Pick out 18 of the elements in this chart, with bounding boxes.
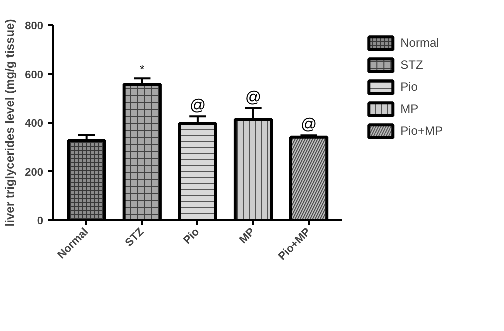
y-tick-label: 600 [25,69,44,82]
y-axis-title: liver triglycerides level (mg/g tissue) [3,19,18,227]
legend-label: Pio [400,80,419,94]
y-tick-label: 200 [25,166,44,179]
legend-label: STZ [400,58,424,72]
annotation: @ [300,116,318,134]
annotation: * [140,62,146,77]
x-tick-label: Pio [182,226,202,247]
legend-label: Pio+MP [400,124,443,138]
annotation: @ [190,98,206,115]
x-tick-label: STZ [123,226,147,250]
y-tick-label: 800 [25,20,44,32]
legend-label: Normal [400,36,440,50]
y-tick-label: 0 [37,216,44,228]
x-tick-label: MP [238,226,258,246]
legend-label: MP [400,102,420,116]
annotation: @ [245,89,262,106]
y-tick-label: 400 [25,118,44,130]
